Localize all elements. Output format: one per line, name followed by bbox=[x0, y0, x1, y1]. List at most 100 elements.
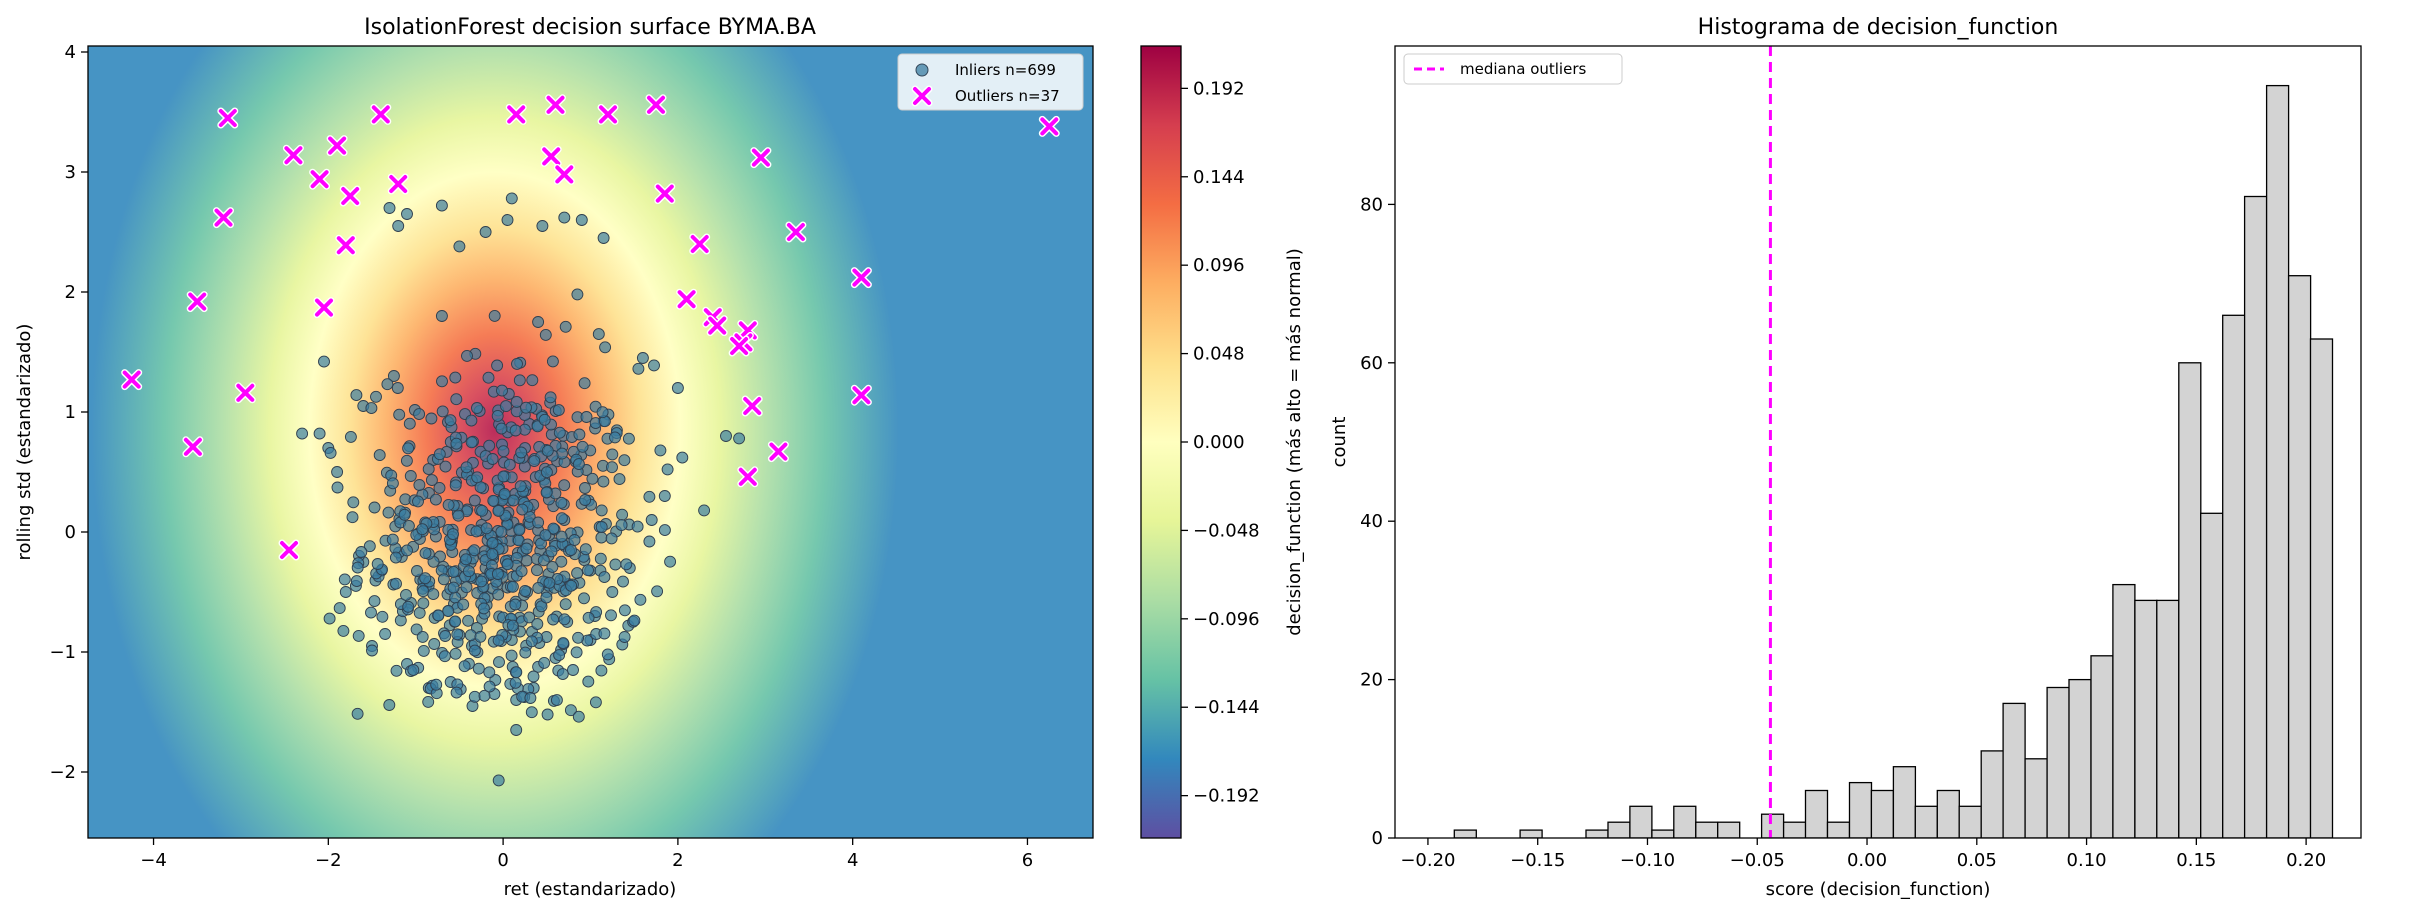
inlier-point bbox=[471, 402, 483, 414]
inlier-point bbox=[503, 458, 516, 471]
histogram-x-ticks: −0.20 −0.15 −0.10 −0.05 0.00 0.05 0.10 0.15 0.20 bbox=[1400, 838, 2326, 871]
histogram-legend: mediana outliers bbox=[1403, 53, 1623, 85]
inlier-point bbox=[720, 430, 732, 442]
histogram-x-tick-label: 0.15 bbox=[2176, 850, 2216, 871]
inlier-point bbox=[559, 320, 572, 333]
inlier-point bbox=[616, 508, 629, 521]
inlier-point bbox=[524, 692, 537, 704]
inlier-point bbox=[506, 619, 519, 632]
inlier-point bbox=[733, 432, 746, 445]
inlier-point bbox=[462, 565, 475, 578]
inlier-point bbox=[495, 422, 508, 435]
inlier-point bbox=[525, 706, 538, 719]
inlier-point bbox=[453, 240, 466, 253]
inlier-point bbox=[475, 575, 488, 588]
outlier-point bbox=[186, 291, 208, 313]
inlier-point bbox=[538, 656, 551, 669]
outlier-point bbox=[505, 103, 527, 125]
inlier-point bbox=[510, 666, 523, 679]
inlier-point bbox=[661, 463, 674, 476]
inlier-point bbox=[419, 572, 432, 585]
inlier-point bbox=[465, 436, 478, 449]
inlier-point bbox=[658, 524, 671, 537]
histogram-bar bbox=[1804, 789, 1829, 838]
inlier-point bbox=[558, 613, 571, 626]
inlier-point bbox=[486, 548, 499, 561]
outlier-point bbox=[741, 395, 763, 417]
inlier-point bbox=[595, 504, 608, 517]
inlier-point bbox=[555, 496, 568, 509]
inlier-point bbox=[323, 612, 336, 625]
inlier-point bbox=[460, 461, 473, 474]
inlier-point bbox=[572, 631, 585, 644]
histogram-bar bbox=[2134, 599, 2158, 838]
histogram-bar bbox=[1892, 766, 1917, 838]
inlier-point bbox=[497, 470, 510, 483]
histogram-bar bbox=[1585, 829, 1609, 838]
inlier-point bbox=[468, 544, 481, 557]
inlier-point bbox=[586, 472, 599, 485]
histogram-bar bbox=[1914, 805, 1938, 838]
inlier-point bbox=[437, 573, 450, 586]
inlier-point bbox=[510, 724, 523, 736]
inlier-point bbox=[615, 519, 628, 532]
scatter-y-label: rolling std (estandarizado) bbox=[14, 324, 35, 561]
histogram-bar bbox=[2222, 314, 2246, 838]
inlier-point bbox=[547, 613, 560, 626]
scatter-y-tick-label: 1 bbox=[65, 402, 76, 423]
inlier-point bbox=[373, 449, 386, 462]
histogram-x-tick-label: 0.05 bbox=[1957, 850, 1997, 871]
inlier-point bbox=[605, 532, 618, 545]
inlier-point bbox=[390, 577, 402, 590]
histogram-y-tick-label: 40 bbox=[1360, 511, 1383, 532]
inlier-point bbox=[355, 546, 368, 558]
outlier-point bbox=[767, 441, 789, 463]
inlier-point bbox=[509, 598, 522, 611]
histogram-bar bbox=[1717, 821, 1741, 838]
inlier-point bbox=[543, 576, 556, 589]
inlier-point bbox=[553, 426, 566, 439]
inlier-point bbox=[442, 498, 455, 511]
inlier-point bbox=[366, 644, 378, 657]
inlier-point bbox=[531, 564, 543, 577]
scatter-y-tick-label: −2 bbox=[49, 762, 76, 783]
inlier-point bbox=[572, 458, 585, 471]
inlier-point bbox=[589, 696, 602, 709]
inlier-point bbox=[579, 494, 592, 506]
colorbar: 0.192 0.144 0.096 0.048 0.000 −0.048 −0.096 −0.… bbox=[1140, 45, 1305, 839]
histogram-bar bbox=[1870, 789, 1895, 838]
inlier-point bbox=[617, 575, 629, 588]
inlier-point bbox=[393, 408, 406, 421]
inlier-point bbox=[474, 630, 487, 643]
inlier-point bbox=[488, 309, 501, 322]
histogram-title: Histograma de decision_function bbox=[1698, 15, 2059, 40]
inlier-point bbox=[449, 479, 462, 492]
histogram-bar bbox=[1519, 829, 1543, 838]
inlier-point bbox=[438, 650, 451, 663]
scatter-title: IsolationForest decision surface BYMA.BA bbox=[364, 15, 816, 40]
inlier-point bbox=[507, 494, 520, 507]
inlier-point bbox=[550, 694, 563, 707]
inlier-point bbox=[436, 405, 449, 418]
histogram-bar bbox=[1453, 829, 1477, 838]
inlier-point bbox=[483, 666, 496, 679]
inlier-point bbox=[412, 495, 424, 508]
inlier-point bbox=[547, 522, 560, 535]
histogram-x-tick-label: −0.05 bbox=[1730, 850, 1785, 871]
inlier-point bbox=[628, 614, 641, 627]
inlier-point bbox=[582, 564, 594, 577]
inlier-point bbox=[532, 316, 545, 328]
outlier-point bbox=[313, 297, 335, 319]
scatter-y-tick-label: 3 bbox=[65, 162, 76, 183]
inlier-point bbox=[427, 588, 440, 601]
colorbar-scale bbox=[1140, 45, 1182, 839]
inlier-point bbox=[368, 501, 381, 514]
inlier-point bbox=[532, 516, 545, 529]
inlier-point bbox=[368, 595, 381, 608]
inlier-point bbox=[570, 646, 583, 659]
colorbar-tick-label: 0.144 bbox=[1193, 167, 1245, 188]
inlier-point bbox=[422, 463, 435, 476]
inlier-point bbox=[392, 220, 405, 232]
inlier-point bbox=[618, 604, 631, 617]
histogram-axes-frame bbox=[1394, 45, 2362, 839]
